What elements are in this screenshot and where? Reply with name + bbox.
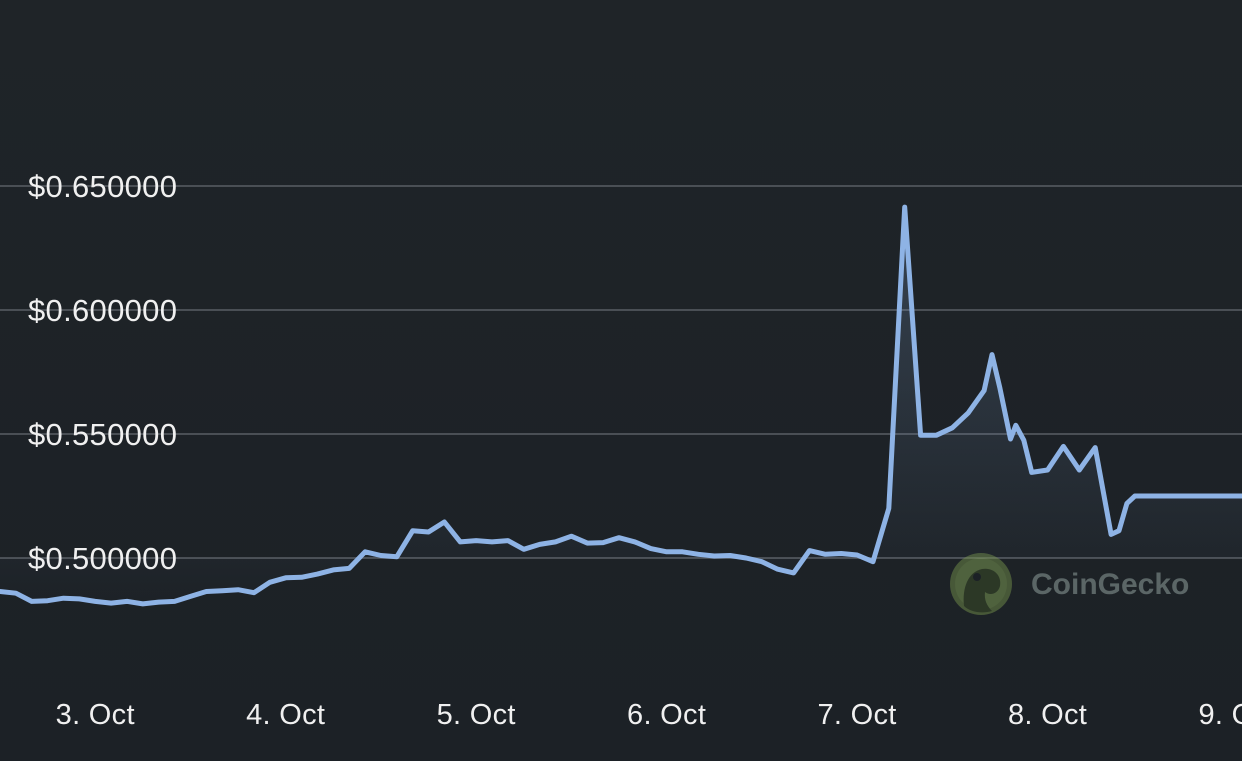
coingecko-watermark: CoinGecko	[950, 553, 1189, 615]
x-tick-label: 5. Oct	[437, 699, 516, 731]
x-tick-label: 7. Oct	[818, 699, 897, 731]
y-tick-label: $0.550000	[28, 417, 177, 452]
price-series-line	[0, 204, 1242, 607]
y-axis-ticks: $0.500000$0.550000$0.600000$0.650000	[28, 169, 177, 576]
y-tick-label: $0.600000	[28, 293, 177, 328]
x-tick-label: 8. Oct	[1008, 699, 1087, 731]
x-tick-label: 3. Oct	[56, 699, 135, 731]
x-tick-label: 9. Oct	[1198, 699, 1242, 731]
coingecko-gecko-icon	[950, 553, 1012, 615]
x-tick-label: 6. Oct	[627, 699, 706, 731]
y-tick-label: $0.650000	[28, 169, 177, 204]
watermark-text: CoinGecko	[1031, 568, 1189, 601]
x-axis-ticks: 3. Oct 4. Oct 5. Oct 6. Oct 7. Oct 8. Oct 9. O…	[56, 699, 1242, 731]
x-tick-label: 4. Oct	[246, 699, 325, 731]
price-area-fill	[0, 207, 1242, 604]
